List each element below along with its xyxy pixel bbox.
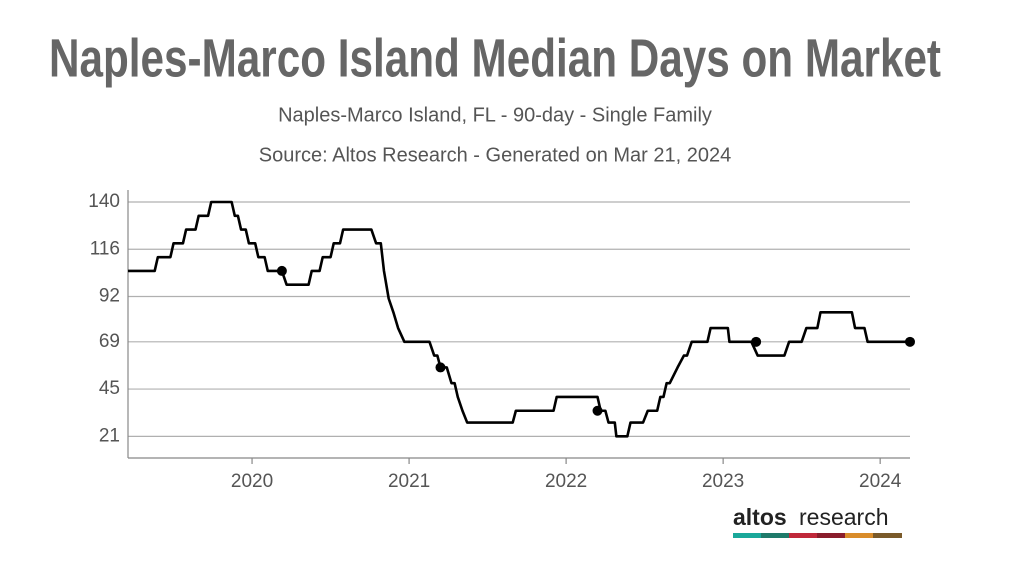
line bbox=[128, 200, 910, 438]
plot-area: 21 45 69 92 116 140 2020 2021 2022 2023 2024 bbox=[88, 190, 915, 492]
x-tick-label: 2024 bbox=[859, 471, 902, 492]
x-tick-label: 2021 bbox=[388, 471, 430, 492]
marker bbox=[276, 265, 287, 276]
logo-stripe bbox=[845, 533, 873, 538]
y-tick-label: 21 bbox=[99, 425, 120, 446]
logo-stripe bbox=[733, 533, 761, 538]
y-tick-label: 140 bbox=[88, 191, 120, 212]
x-tick-label: 2020 bbox=[231, 471, 273, 492]
logo-stripe bbox=[873, 533, 902, 538]
x-tick-label: 2022 bbox=[545, 471, 587, 492]
logo: altos research bbox=[733, 504, 902, 538]
marker bbox=[905, 336, 915, 347]
marker bbox=[592, 405, 603, 416]
y-tick-label: 45 bbox=[99, 378, 120, 399]
logo-stripe bbox=[789, 533, 817, 538]
logo-word: altos bbox=[733, 504, 787, 530]
chart-subtitle: Naples-Marco Island, FL - 90-day - Singl… bbox=[278, 104, 712, 126]
logo-stripe bbox=[817, 533, 845, 538]
chart-source: Source: Altos Research - Generated on Ma… bbox=[259, 144, 732, 166]
chart-title: Naples-Marco Island Median Days on Marke… bbox=[49, 28, 941, 88]
y-tick-label: 92 bbox=[99, 286, 120, 307]
logo-word: research bbox=[799, 504, 888, 530]
y-tick-label: 69 bbox=[99, 331, 120, 352]
marker bbox=[751, 336, 762, 347]
y-tick-label: 116 bbox=[90, 238, 120, 259]
marker bbox=[435, 362, 446, 373]
x-tick-label: 2023 bbox=[702, 471, 744, 492]
logo-stripe bbox=[761, 533, 789, 538]
